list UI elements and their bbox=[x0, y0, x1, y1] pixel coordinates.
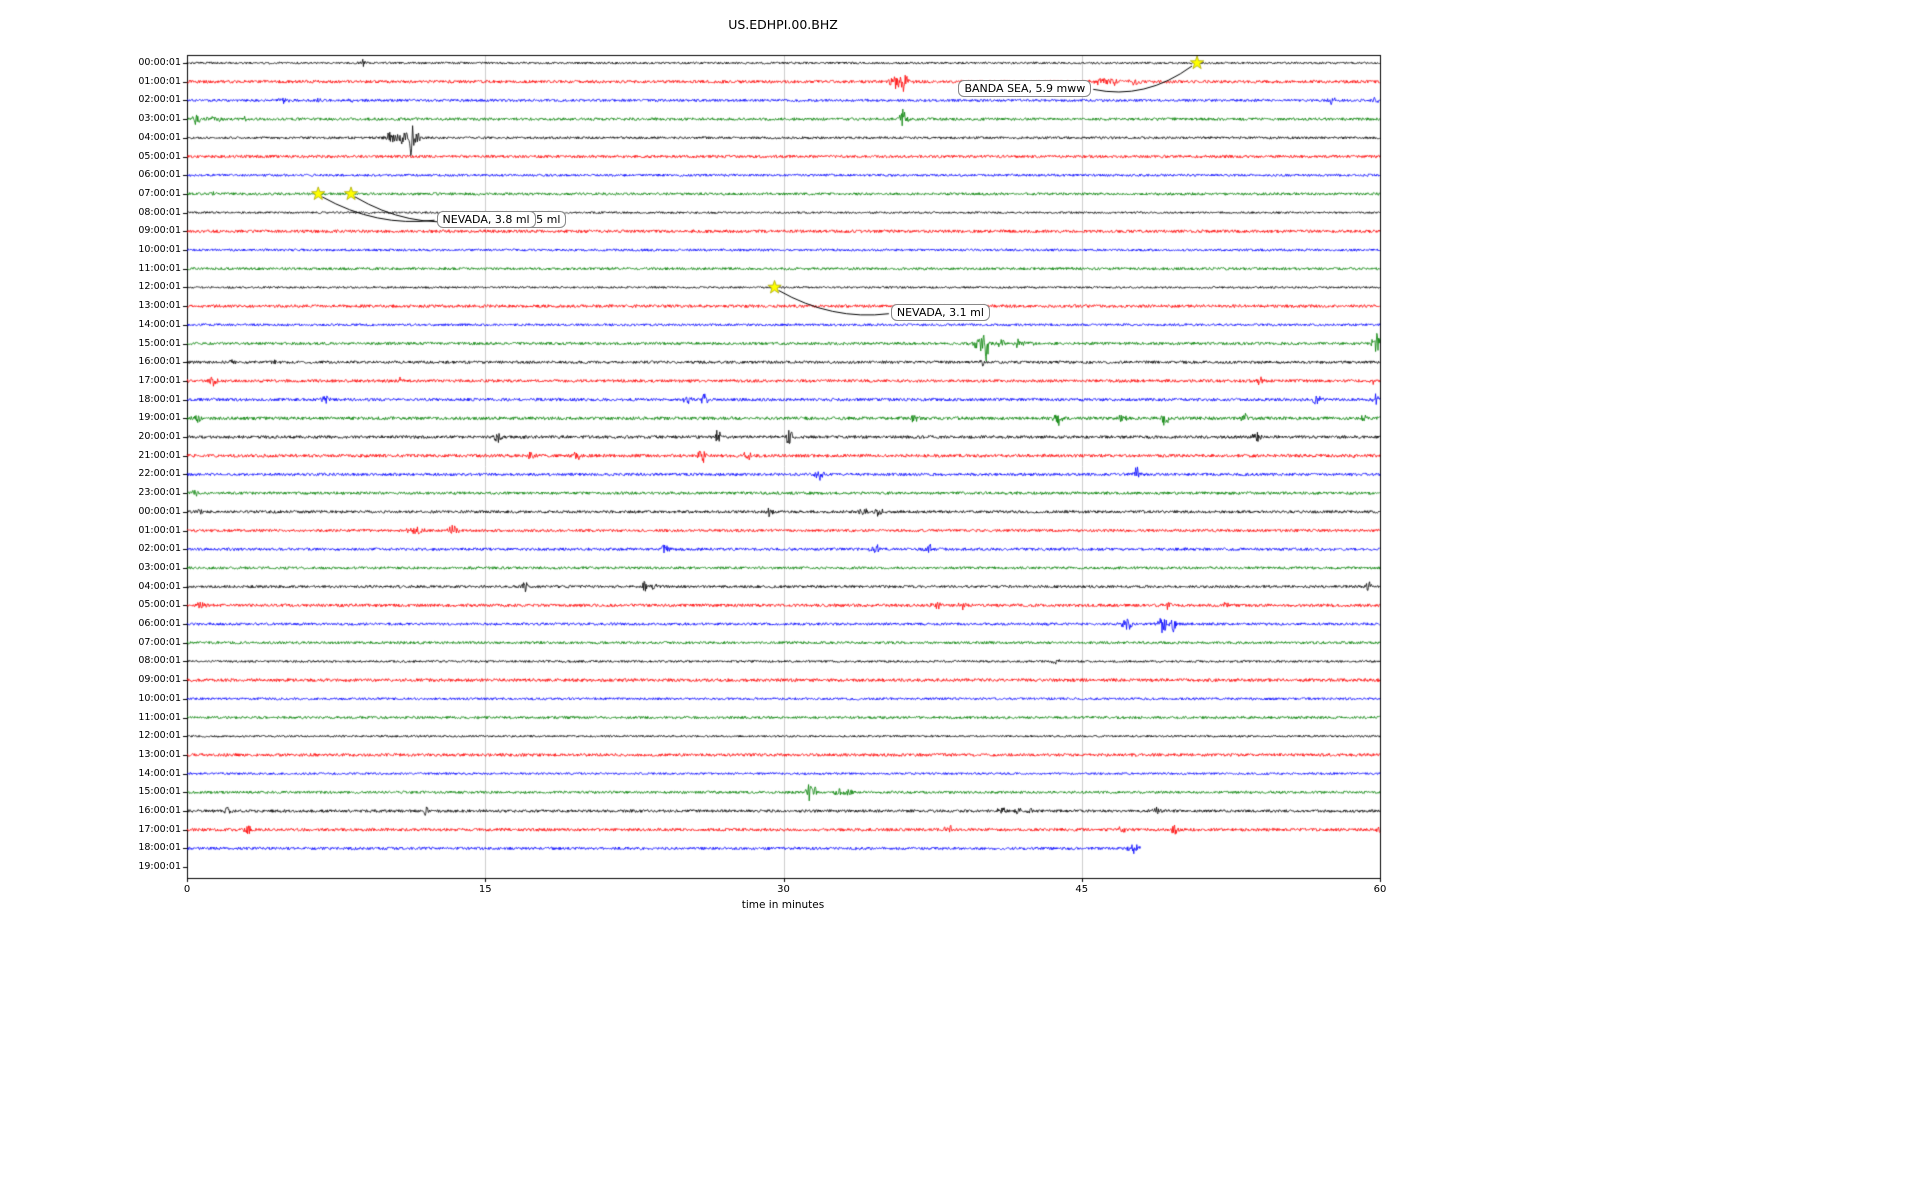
y-tick-label: 08:00:01 bbox=[138, 655, 181, 667]
y-tick-label: 17:00:01 bbox=[138, 823, 181, 835]
y-tick-label: 09:00:01 bbox=[138, 674, 181, 686]
y-tick-label: 02:00:01 bbox=[138, 94, 181, 106]
y-tick-label: 20:00:01 bbox=[138, 431, 181, 442]
y-tick-label: 21:00:01 bbox=[138, 449, 181, 461]
y-tick-label: 01:00:01 bbox=[138, 75, 181, 87]
y-tick-label: 11:00:01 bbox=[138, 262, 181, 274]
y-tick-label: 18:00:01 bbox=[138, 393, 181, 405]
y-tick-label: 15:00:01 bbox=[138, 786, 181, 798]
y-tick-label: 22:00:01 bbox=[138, 468, 181, 480]
y-tick-label: 09:00:01 bbox=[138, 225, 181, 237]
event-annotation: NEVADA, 3.1 ml bbox=[890, 304, 990, 322]
event-annotation: NEVADA, 3.8 ml bbox=[436, 210, 536, 228]
x-tick-label: 60 bbox=[1373, 884, 1387, 895]
y-tick-label: 00:00:01 bbox=[138, 57, 181, 68]
y-tick-label: 14:00:01 bbox=[138, 767, 181, 779]
x-tick-label: 0 bbox=[183, 884, 191, 895]
y-tick-label: 19:00:01 bbox=[138, 861, 181, 873]
x-tick-label: 15 bbox=[478, 884, 492, 895]
y-tick-label: 07:00:01 bbox=[138, 636, 181, 648]
y-tick-label: 04:00:01 bbox=[138, 131, 181, 143]
y-tick-label: 14:00:01 bbox=[138, 318, 181, 330]
y-tick-label: 08:00:01 bbox=[138, 206, 181, 218]
y-tick-label: 13:00:01 bbox=[138, 748, 181, 760]
y-tick-label: 12:00:01 bbox=[138, 730, 181, 742]
y-tick-label: 15:00:01 bbox=[138, 337, 181, 349]
y-tick-label: 18:00:01 bbox=[138, 842, 181, 854]
y-tick-label: 10:00:01 bbox=[138, 692, 181, 704]
y-tick-label: 13:00:01 bbox=[138, 300, 181, 312]
y-tick-label: 06:00:01 bbox=[138, 169, 181, 181]
y-tick-label: 16:00:01 bbox=[138, 356, 181, 368]
y-tick-label: 16:00:01 bbox=[138, 805, 181, 816]
x-axis-title: time in minutes bbox=[741, 899, 825, 911]
y-tick-label: 19:00:01 bbox=[138, 412, 181, 424]
y-tick-label: 05:00:01 bbox=[138, 150, 181, 162]
y-tick-label: 04:00:01 bbox=[138, 580, 181, 592]
y-tick-label: 05:00:01 bbox=[138, 599, 181, 611]
y-tick-label: 12:00:01 bbox=[138, 281, 181, 293]
event-annotation: BANDA SEA, 5.9 mww bbox=[958, 79, 1092, 97]
y-tick-label: 10:00:01 bbox=[138, 244, 181, 255]
y-tick-label: 03:00:01 bbox=[138, 113, 181, 125]
x-tick-label: 30 bbox=[777, 884, 790, 895]
y-tick-label: 06:00:01 bbox=[138, 618, 181, 629]
y-tick-label: 07:00:01 bbox=[138, 187, 181, 199]
y-tick-label: 17:00:01 bbox=[138, 374, 181, 386]
y-tick-label: 11:00:01 bbox=[138, 711, 181, 723]
chart-title: US.EDHPI.00.BHZ bbox=[728, 17, 838, 32]
y-tick-label: 01:00:01 bbox=[138, 524, 181, 536]
y-tick-label: 02:00:01 bbox=[138, 543, 181, 555]
y-tick-label: 00:00:01 bbox=[138, 505, 181, 517]
x-tick-label: 45 bbox=[1075, 884, 1089, 895]
y-tick-label: 03:00:01 bbox=[138, 561, 181, 573]
y-tick-label: 23:00:01 bbox=[138, 487, 181, 499]
